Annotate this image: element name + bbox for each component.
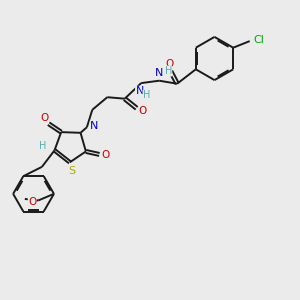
Text: N: N [154,68,163,78]
Text: O: O [139,106,147,116]
Text: N: N [136,86,144,96]
Text: O: O [28,197,37,207]
Text: Cl: Cl [254,34,265,45]
Text: O: O [101,150,110,160]
Text: H: H [39,141,46,151]
Text: H: H [164,66,172,76]
Text: O: O [40,113,48,123]
Text: O: O [166,59,174,70]
Text: H: H [143,90,150,100]
Text: S: S [69,166,76,176]
Text: N: N [90,121,99,131]
